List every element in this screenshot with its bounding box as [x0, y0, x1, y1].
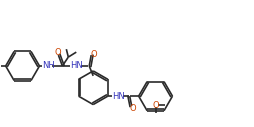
Text: HN: HN	[70, 61, 83, 70]
Text: O: O	[90, 50, 97, 59]
Text: O: O	[54, 48, 60, 57]
Text: NH: NH	[42, 61, 55, 70]
Text: O: O	[152, 101, 158, 110]
Text: O: O	[129, 105, 135, 114]
Text: HN: HN	[111, 92, 124, 101]
